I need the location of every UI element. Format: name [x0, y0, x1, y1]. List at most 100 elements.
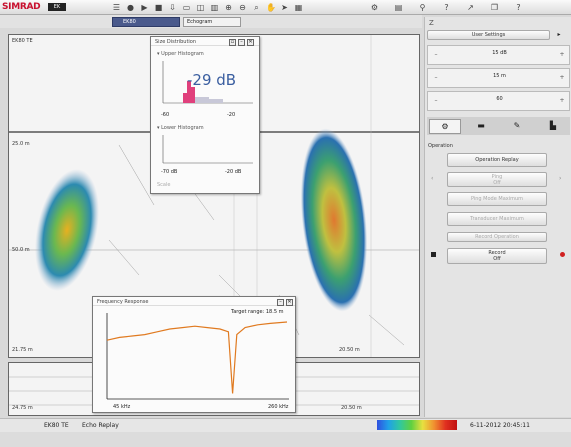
lower-histogram-text: Lower Histogram — [161, 125, 204, 131]
close-icon[interactable]: ✕ — [247, 39, 254, 46]
ping-button[interactable]: Ping Off — [447, 172, 547, 187]
grid-icon[interactable]: ▦ — [294, 3, 303, 12]
ping-value: Off — [493, 180, 501, 186]
record-row: Record Off — [427, 248, 570, 266]
record-operation-button[interactable]: Record Operation — [447, 232, 547, 242]
freq-axis-min: 45 kHz — [113, 404, 131, 410]
minimize-icon[interactable]: – — [277, 299, 284, 306]
operation-replay-button[interactable]: Operation Replay — [447, 153, 547, 167]
panel-header: Z — [429, 19, 434, 27]
strip-right-label: 20.50 m — [341, 405, 362, 411]
ping-label: Ping — [491, 174, 503, 180]
color-scale — [377, 420, 457, 430]
settings-icon[interactable]: ⚙ — [370, 3, 379, 12]
depth-label: 20.50 m — [339, 347, 360, 353]
download-icon[interactable]: ⇩ — [169, 3, 176, 12]
bottom-margin — [0, 432, 571, 447]
ping-increase-icon[interactable]: › — [559, 175, 562, 182]
echogram-top-label: EK80 TE — [12, 38, 33, 44]
top-toolbar: SIMRAD EK ☰ ● ▶ ■ ⇩ ▭ ◫ ▥ ⊕ ⊖ ⌕ ✋ ➤ ▦ ⚙ ▤ ⚲? ↗ ❐? — [0, 0, 571, 15]
target-strength-value: -29 dB — [187, 71, 237, 89]
zoom-in-icon[interactable]: ⊕ — [225, 3, 232, 12]
decrease-icon[interactable]: – — [434, 51, 438, 58]
pin-icon[interactable]: ▫ — [229, 39, 236, 46]
chart-icon[interactable]: ◫ — [196, 3, 205, 12]
tvg-control[interactable]: – 60 + — [427, 91, 570, 111]
increase-icon[interactable]: + — [559, 97, 565, 104]
cursor-icon[interactable]: ➤ — [281, 3, 288, 12]
lower-histogram-label: ▾ Lower Histogram — [157, 125, 204, 131]
ping-mode-button[interactable]: Ping Mode Maximum — [447, 192, 547, 206]
status-left: EK80 TE — [44, 422, 69, 429]
size-distribution-dialog[interactable]: Size Distribution ▫ – ✕ ▾ Upper Histogra… — [150, 36, 260, 194]
upper-axis-max: -20 — [227, 112, 236, 118]
frequency-chart — [106, 313, 289, 400]
minimize-icon[interactable]: – — [238, 39, 245, 46]
record-dot-icon[interactable] — [560, 252, 565, 257]
settings-tab-icon[interactable]: ⚙ — [429, 119, 461, 134]
arrow-icon[interactable]: ↗ — [467, 3, 474, 12]
echogram-canvas — [9, 35, 419, 357]
range-value: 15 m — [493, 73, 506, 79]
copy-icon[interactable]: ❐ — [490, 3, 499, 12]
menu-icon[interactable]: ☰ — [112, 3, 121, 12]
play-icon[interactable]: ▶ — [141, 3, 148, 12]
panel-tabs: ⚙ ▬ ✎ ▙ — [427, 117, 570, 135]
transducer-button[interactable]: Transducer Maximum — [447, 212, 547, 226]
ruler-tab-icon[interactable]: ✎ — [513, 121, 521, 130]
depth-label: 21.75 m — [12, 347, 33, 353]
record-icon[interactable]: ● — [127, 3, 134, 12]
app-logo: SIMRAD — [2, 2, 41, 12]
histogram-bar — [209, 99, 223, 103]
status-bar: EK80 TE Echo Replay 6-11-2012 20:45:11 — [0, 418, 571, 432]
scale-label: Scale — [157, 182, 171, 188]
control-panel: Z User Settings ▸ – 15 dB + – 15 m + – 6… — [424, 17, 571, 417]
upper-histogram-text: Upper Histogram — [161, 51, 204, 57]
upper-histogram-chart — [162, 61, 253, 104]
lower-axis-min: -70 dB — [161, 169, 178, 175]
increase-icon[interactable]: + — [559, 74, 565, 81]
lower-axis-max: -20 dB — [225, 169, 242, 175]
decrease-icon[interactable]: – — [434, 97, 438, 104]
range-control[interactable]: – 15 m + — [427, 68, 570, 88]
table-icon[interactable]: ▤ — [394, 3, 403, 12]
freq-axis-max: 260 kHz — [268, 404, 289, 410]
stop-icon[interactable] — [431, 252, 436, 257]
question-icon[interactable]: ? — [444, 3, 449, 12]
pin-icon[interactable]: ⚲ — [419, 3, 426, 12]
upper-histogram-label: ▾ Upper Histogram — [157, 51, 204, 57]
histogram-bar — [191, 87, 195, 103]
user-settings-button[interactable]: User Settings — [427, 30, 550, 40]
help-icon[interactable]: ? — [516, 3, 521, 12]
tab-ek80[interactable]: EK80 — [112, 17, 180, 27]
gain-control[interactable]: – 15 dB + — [427, 45, 570, 65]
vertical-bars-icon[interactable]: ▥ — [210, 3, 219, 12]
screen-icon[interactable]: ▭ — [182, 3, 191, 12]
histogram-bar — [187, 81, 191, 103]
histogram-bar — [183, 93, 187, 103]
frequency-response-line — [106, 321, 288, 394]
lock-icon[interactable]: ■ — [154, 3, 163, 12]
close-icon[interactable]: ✕ — [286, 299, 293, 306]
frequency-response-dialog[interactable]: Frequency Response – ✕ Target range: 18.… — [92, 296, 296, 413]
ping-row: ‹ Ping Off › — [427, 172, 570, 188]
depth-label: 25.0 m — [12, 141, 30, 147]
hand-icon[interactable]: ✋ — [266, 3, 276, 12]
status-datetime: 6-11-2012 20:45:11 — [470, 422, 530, 429]
ping-decrease-icon[interactable]: ‹ — [431, 175, 434, 182]
frequency-response-title: Frequency Response — [93, 297, 295, 306]
search-icon[interactable]: ⌕ — [254, 3, 259, 12]
settings-arrow-icon[interactable]: ▸ — [557, 31, 561, 38]
status-mode: Echo Replay — [82, 422, 119, 429]
operation-heading: Operation — [428, 143, 453, 149]
increase-icon[interactable]: + — [559, 51, 565, 58]
size-distribution-title: Size Distribution — [151, 37, 259, 46]
depth-label: 50.0 m — [12, 247, 30, 253]
histogram-tab-icon[interactable]: ▙ — [549, 121, 557, 130]
zoom-out-icon[interactable]: ⊖ — [239, 3, 246, 12]
record-label: Record — [488, 250, 506, 256]
record-button[interactable]: Record Off — [447, 248, 547, 264]
screen-tab-icon[interactable]: ▬ — [477, 121, 485, 130]
tab-echogram[interactable]: Echogram — [183, 17, 241, 27]
decrease-icon[interactable]: – — [434, 74, 438, 81]
